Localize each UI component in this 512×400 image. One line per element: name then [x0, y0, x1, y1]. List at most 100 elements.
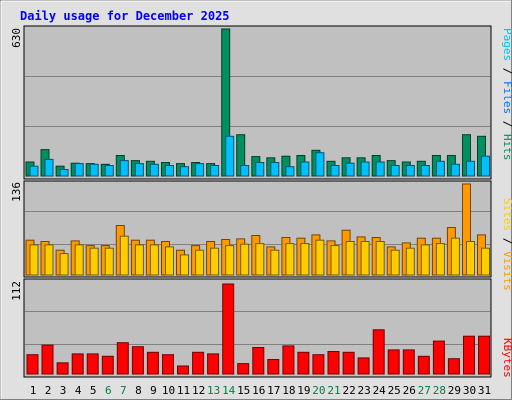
files-bar-4: [74, 163, 84, 177]
x-tick-label-29: 29: [448, 384, 461, 397]
sites-bar-10: [165, 246, 174, 276]
legend-kbytes: KBytes: [501, 338, 512, 378]
x-tick-label-30: 30: [463, 384, 476, 397]
sites-bar-12: [195, 249, 205, 276]
x-tick-label-19: 19: [297, 384, 310, 397]
x-tick-label-18: 18: [282, 384, 295, 397]
x-tick-label-24: 24: [373, 384, 387, 397]
files-bar-15: [240, 165, 250, 177]
visits-max-label: 136: [10, 182, 23, 202]
x-tick-label-15: 15: [237, 384, 250, 397]
sites-bar-29: [450, 237, 460, 276]
files-bar-22: [345, 162, 355, 177]
kbytes-bar-18: [282, 345, 295, 375]
sites-bar-19: [300, 243, 310, 276]
x-tick-label-21: 21: [327, 384, 340, 397]
sites-bar-5: [89, 247, 99, 276]
sites-bar-24: [375, 241, 385, 276]
kbytes-bar-30: [463, 335, 475, 375]
sites-bar-27: [420, 244, 430, 276]
files-bar-5: [89, 163, 99, 177]
sites-bar-4: [74, 244, 84, 276]
files-bar-1: [29, 165, 39, 177]
x-tick-label-22: 22: [342, 384, 355, 397]
files-bar-25: [390, 165, 400, 177]
legend-hits: Hits: [501, 134, 512, 161]
kbytes-bar-9: [146, 351, 159, 375]
x-tick-label-23: 23: [357, 384, 370, 397]
kbytes-bar-17: [267, 359, 280, 375]
sites-bar-2: [44, 244, 54, 276]
legend-sites: Sites: [501, 198, 512, 231]
x-tick-label-1: 1: [30, 384, 37, 397]
x-tick-label-25: 25: [388, 384, 401, 397]
hits-plot-area: [23, 25, 492, 180]
sites-bar-13: [210, 247, 220, 276]
kbytes-bar-25: [387, 349, 400, 375]
sites-bar-21: [330, 245, 340, 276]
kbytes-bar-26: [402, 349, 415, 375]
sites-bar-3: [59, 253, 69, 276]
kbytes-bar-19: [297, 351, 310, 375]
x-tick-label-26: 26: [403, 384, 416, 397]
kbytes-bar-14: [222, 283, 235, 375]
kbytes-bar-15: [237, 363, 250, 375]
visits-legend: Sites / Visits: [501, 198, 512, 291]
sites-bar-15: [240, 243, 250, 276]
files-bar-17: [270, 162, 280, 177]
x-tick-label-9: 9: [150, 384, 157, 397]
files-bar-26: [405, 165, 415, 177]
files-bar-10: [165, 165, 174, 177]
files-bar-6: [104, 165, 114, 177]
x-tick-label-28: 28: [433, 384, 446, 397]
files-bar-19: [300, 161, 310, 177]
x-tick-label-3: 3: [60, 384, 67, 397]
sites-bar-30: [466, 241, 475, 276]
sites-bar-17: [270, 249, 280, 276]
hits-legend: Pages / Files / Hits: [501, 28, 512, 161]
kbytes-bar-7: [116, 342, 129, 375]
x-tick-label-12: 12: [192, 384, 205, 397]
sites-bar-18: [285, 243, 295, 276]
files-bar-18: [285, 166, 295, 177]
files-bar-7: [119, 160, 129, 177]
kbytes-legend: KBytes: [501, 338, 512, 378]
kbytes-bar-4: [71, 353, 84, 375]
kbytes-gridlines: [25, 311, 490, 345]
x-tick-label-11: 11: [177, 384, 190, 397]
files-bar-24: [375, 161, 385, 177]
files-bar-23: [360, 161, 370, 177]
x-tick-label-20: 20: [312, 384, 325, 397]
legend-visits: Visits: [501, 251, 512, 291]
sites-bar-25: [390, 249, 400, 276]
kbytes-bar-6: [101, 355, 114, 375]
sites-bar-26: [405, 247, 415, 276]
kbytes-bar-10: [162, 354, 174, 375]
x-tick-label-8: 8: [135, 384, 142, 397]
x-tick-label-31: 31: [478, 384, 491, 397]
sites-bar-22: [345, 241, 355, 276]
x-tick-label-17: 17: [267, 384, 280, 397]
sites-bar-9: [149, 244, 159, 276]
files-bar-12: [195, 163, 205, 177]
legend-pages: Pages: [501, 28, 512, 61]
sites-bar-23: [360, 241, 370, 276]
x-tick-label-14: 14: [222, 384, 236, 397]
sites-bar-11: [180, 254, 189, 276]
kbytes-bar-11: [177, 365, 189, 375]
x-tick-label-16: 16: [252, 384, 265, 397]
files-bar-14: [225, 135, 235, 177]
files-bar-8: [134, 163, 144, 177]
kbytes-bar-3: [56, 362, 69, 375]
files-bar-13: [210, 165, 220, 177]
sites-bar-20: [315, 239, 325, 276]
files-bar-3: [59, 169, 69, 177]
kbytes-bar-21: [327, 351, 340, 375]
kbytes-bar-1: [26, 354, 39, 375]
kbytes-max-label: 112: [10, 281, 23, 301]
kbytes-bar-31: [478, 335, 490, 375]
sites-bar-1: [29, 244, 39, 276]
files-bar-28: [435, 160, 445, 177]
kbytes-bar-22: [342, 351, 355, 375]
